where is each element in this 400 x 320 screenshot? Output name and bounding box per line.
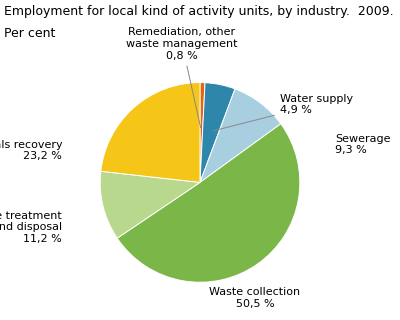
Wedge shape bbox=[200, 83, 205, 182]
Wedge shape bbox=[117, 124, 300, 282]
Wedge shape bbox=[200, 83, 235, 182]
Wedge shape bbox=[200, 89, 281, 182]
Text: Water supply
4,9 %: Water supply 4,9 % bbox=[213, 94, 353, 131]
Text: Waste collection
50,5 %: Waste collection 50,5 % bbox=[209, 287, 300, 309]
Wedge shape bbox=[100, 171, 200, 238]
Text: Sewerage
9,3 %: Sewerage 9,3 % bbox=[335, 134, 390, 155]
Text: Materials recovery
23,2 %: Materials recovery 23,2 % bbox=[0, 140, 62, 161]
Text: Per cent: Per cent bbox=[4, 27, 55, 40]
Text: Employment for local kind of activity units, by industry.  2009.: Employment for local kind of activity un… bbox=[4, 5, 394, 18]
Text: Remediation, other
waste management
0,8 %: Remediation, other waste management 0,8 … bbox=[126, 28, 238, 128]
Text: Waste treatment
and disposal
11,2 %: Waste treatment and disposal 11,2 % bbox=[0, 211, 62, 244]
Wedge shape bbox=[101, 83, 200, 182]
